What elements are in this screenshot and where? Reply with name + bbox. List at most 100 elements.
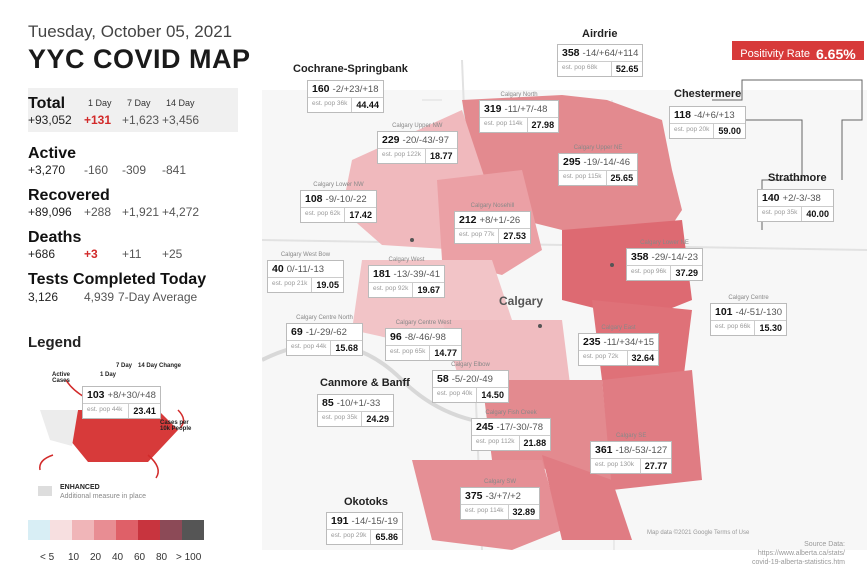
region-title-canmore-banff: Canmore & Banff xyxy=(320,377,410,389)
area-card-chestermere[interactable]: 118 -4/+6/+13 est. pop 20k 59.00 xyxy=(669,106,746,139)
source-link[interactable]: https://www.alberta.ca/stats/ xyxy=(757,550,845,557)
area-card-calgary-centre-west[interactable]: Calgary Centre West 96 -8/-46/-98 est. pop … xyxy=(385,320,462,361)
total-value: +93,052 xyxy=(28,113,72,127)
area-card-calgary-lower-ne[interactable]: Calgary Lower NE 358 -29/-14/-23 est. pop 9… xyxy=(626,240,704,281)
area-change: -3/+7/+2 xyxy=(485,491,521,502)
col-1day-header: 1 Day xyxy=(88,98,112,108)
area-active-cases: 229 xyxy=(382,134,400,146)
recovered-7day: +1,921 xyxy=(122,205,160,219)
area-rate: 40.00 xyxy=(801,207,833,221)
area-population: est. pop 44k xyxy=(291,343,327,350)
scale-label-60: 60 xyxy=(134,552,146,563)
area-card-strathmore[interactable]: 140 +2/-3/-38 est. pop 35k 40.00 xyxy=(757,189,834,222)
area-change: -9/-10/-22 xyxy=(325,194,367,205)
area-card-calgary-sw[interactable]: Calgary SW 375 -3/+7/+2 est. pop 114k 32.89 xyxy=(460,479,541,520)
scale-label-20: 20 xyxy=(90,552,102,563)
tests-label: Tests Completed Today xyxy=(28,271,207,288)
area-change: -10/+1/-33 xyxy=(336,398,381,409)
area-rate: 19.05 xyxy=(311,278,343,292)
area-rate: 52.65 xyxy=(610,62,643,76)
area-name: Calgary West Bow xyxy=(280,252,331,258)
area-name: Calgary SW xyxy=(484,479,517,485)
area-active-cases: 108 xyxy=(305,193,323,205)
area-rate: 65.86 xyxy=(370,530,402,544)
area-rate: 14.50 xyxy=(476,388,508,402)
area-change: -5/-20/-49 xyxy=(451,374,493,385)
area-population: est. pop 112k xyxy=(476,438,515,445)
scale-swatch-1 xyxy=(50,520,72,540)
area-name: Calgary North xyxy=(500,92,538,98)
deaths-1day: +3 xyxy=(84,247,98,261)
area-active-cases: 69 xyxy=(291,326,303,338)
area-card-okotoks[interactable]: 191 -14/-15/-19 est. pop 29k 65.86 xyxy=(326,512,404,545)
area-card-canmore-banff[interactable]: 85 -10/+1/-33 est. pop 35k 24.29 xyxy=(317,394,394,427)
recovered-value: +89,096 xyxy=(28,205,72,219)
area-rate: 21.88 xyxy=(518,436,551,450)
region-title-cochrane-springbank: Cochrane-Springbank xyxy=(293,63,408,75)
area-active-cases: 40 xyxy=(272,263,284,275)
area-active-cases: 235 xyxy=(583,336,601,348)
area-population: est. pop 96k xyxy=(631,268,667,275)
area-name: Calgary Centre West xyxy=(395,320,452,326)
area-change: -13/-39/-41 xyxy=(393,269,441,280)
tests-value: 3,126 xyxy=(28,290,59,304)
area-card-calgary-centre-north[interactable]: Calgary Centre North 69 -1/-29/-62 est. pop… xyxy=(286,315,363,356)
area-change: -18/-53/-127 xyxy=(615,445,668,456)
area-rate: 27.98 xyxy=(526,118,559,132)
area-card-calgary-west-bow[interactable]: Calgary West Bow 40 0/-11/-13 est. pop 21k 1… xyxy=(267,252,344,293)
area-population: est. pop 92k xyxy=(373,285,409,292)
area-population: est. pop 114k xyxy=(465,507,504,514)
area-card-calgary-elbow[interactable]: Calgary Elbow 58 -5/-20/-49 est. pop 40k 14.… xyxy=(432,362,509,403)
map-attribution: Map data ©2021 Google xyxy=(647,530,713,536)
legend-1day: 1 Day xyxy=(100,372,117,378)
area-rate: 32.64 xyxy=(626,351,659,365)
area-card-airdrie[interactable]: 358 -14/+64/+114 est. pop 68k 52.65 xyxy=(557,44,644,77)
area-population: est. pop 122k xyxy=(382,151,422,158)
region-title-airdrie: Airdrie xyxy=(582,28,618,40)
map-label-calgary: Calgary xyxy=(499,294,544,308)
area-card-calgary-lower-nw[interactable]: Calgary Lower NW 108 -9/-10/-22 est. pop 62… xyxy=(300,182,377,223)
area-card-calgary-upper-ne[interactable]: Calgary Upper NE 295 -19/-14/-46 est. pop 1… xyxy=(558,145,639,186)
area-card-calgary-se[interactable]: Calgary SE 361 -18/-53/-127 est. pop 130k 27… xyxy=(590,433,673,474)
area-population: est. pop 114k xyxy=(484,120,523,127)
area-rate: 32.89 xyxy=(507,505,540,519)
area-card-calgary-upper-nw[interactable]: Calgary Upper NW 229 -20/-43/-97 est. pop 1… xyxy=(377,123,458,164)
total-14day: +3,456 xyxy=(162,113,200,127)
legend-enhanced-desc: Additional measure in place xyxy=(60,493,146,500)
map-terms-link[interactable]: Terms of Use xyxy=(714,530,750,536)
scale-swatch-7 xyxy=(182,520,204,540)
area-name: Calgary West xyxy=(388,257,425,263)
area-population: est. pop 72k xyxy=(583,353,619,360)
recovered-1day: +288 xyxy=(84,205,112,219)
area-card-calgary-west[interactable]: Calgary West 181 -13/-39/-41 est. pop 92k 19… xyxy=(368,257,446,298)
area-card-cochrane-springbank[interactable]: 160 -2/+23/+18 est. pop 36k 44.44 xyxy=(307,80,384,113)
area-change: -14/+64/+114 xyxy=(582,48,639,59)
legend-color-scale xyxy=(28,520,204,540)
region-title-okotoks: Okotoks xyxy=(344,496,389,508)
area-card-calgary-centre[interactable]: Calgary Centre 101 -4/-51/-130 est. pop 66k… xyxy=(710,295,788,336)
area-card-calgary-north[interactable]: Calgary North 319 -11/+7/-48 est. pop 114k 2… xyxy=(479,92,560,133)
area-rate: 27.77 xyxy=(639,459,672,473)
area-population: est. pop 20k xyxy=(674,126,710,133)
area-card-calgary-fish-creek[interactable]: Calgary Fish Creek 245 -17/-30/-78 est. pop… xyxy=(471,410,552,451)
area-rate: 25.65 xyxy=(605,171,638,185)
page-date: Tuesday, October 05, 2021 xyxy=(28,22,233,41)
area-change: 0/-11/-13 xyxy=(286,264,325,275)
deaths-7day: +11 xyxy=(122,247,142,261)
area-rate: 15.30 xyxy=(754,321,786,335)
area-active-cases: 319 xyxy=(484,103,502,115)
area-active-cases: 245 xyxy=(476,421,494,433)
scale-swatch-2 xyxy=(72,520,94,540)
area-card-calgary-east[interactable]: Calgary East 235 -11/+34/+15 est. pop 72k 32… xyxy=(578,325,660,366)
scale-label-gt100: > 100 xyxy=(176,552,202,563)
legend-active-cases: Active Cases xyxy=(51,372,70,384)
total-stats-highlight xyxy=(28,88,238,132)
deaths-label: Deaths xyxy=(28,229,82,246)
area-card-calgary-nosehill[interactable]: Calgary Nosehill 212 +8/+1/-26 est. pop 77k… xyxy=(454,203,531,244)
area-active-cases: 58 xyxy=(437,373,449,385)
scale-label-10: 10 xyxy=(68,552,80,563)
area-active-cases: 212 xyxy=(459,214,477,226)
area-active-cases: 101 xyxy=(715,306,733,318)
area-active-cases: 85 xyxy=(322,397,334,409)
area-name: Calgary Elbow xyxy=(451,362,490,368)
